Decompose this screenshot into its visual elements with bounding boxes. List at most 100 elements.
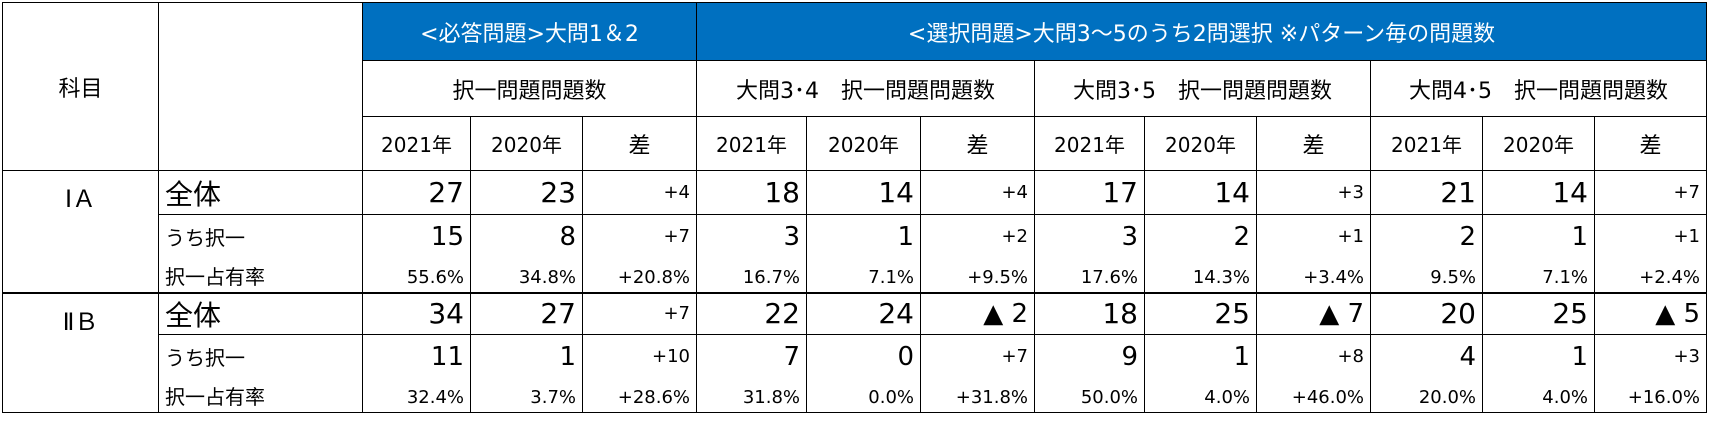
pct-cell: 4.0% (1144, 378, 1257, 413)
subject-name: ⅠＡ (2, 170, 159, 293)
diff-cell: +7 (582, 214, 697, 259)
diff-cell: +10 (582, 334, 697, 379)
row-label: うち択一 (158, 334, 363, 379)
value-cell: 25 (1144, 291, 1257, 335)
selection-section-header: <選択問題>大問3～5のうち2問選択 ※パターン毎の問題数 (696, 2, 1707, 61)
pct-cell: +31.8% (920, 378, 1035, 413)
value-cell: 1 (1482, 334, 1595, 379)
value-cell: 14 (1482, 170, 1595, 215)
table-row: ⅡＢ 全体 34 27 +7 22 24 ▲ 2 18 25 ▲ 7 20 25… (2, 291, 1707, 413)
value-cell: 21 (1370, 170, 1483, 215)
diff-cell: ▲ 7 (1256, 291, 1371, 335)
value-cell: 1 (1482, 214, 1595, 259)
subject-name: ⅡＢ (2, 291, 159, 413)
pct-cell: +28.6% (582, 378, 697, 413)
table-row: うち択一 11 1 +10 7 0 +7 9 1 +8 4 1 +3 (3, 334, 1707, 379)
pct-cell: 0.0% (806, 378, 921, 413)
diff-cell: +1 (1256, 214, 1371, 259)
value-cell: 22 (696, 291, 807, 335)
value-cell: 1 (1144, 334, 1257, 379)
pct-cell: 16.7% (696, 258, 807, 293)
diff-cell: ▲ 5 (1594, 291, 1707, 335)
value-cell: 18 (1034, 291, 1145, 335)
value-cell: 2 (1144, 214, 1257, 259)
diff-cell: +2 (920, 214, 1035, 259)
pct-cell: 14.3% (1144, 258, 1257, 293)
row-label: 択一占有率 (158, 378, 363, 413)
label-header-blank (158, 2, 363, 171)
pct-cell: +46.0% (1256, 378, 1371, 413)
pct-cell: 50.0% (1034, 378, 1145, 413)
year-header: 2021年 (362, 116, 471, 171)
value-cell: 7 (696, 334, 807, 379)
diff-cell: ▲ 2 (920, 291, 1035, 335)
value-cell: 8 (470, 214, 583, 259)
pct-cell: 4.0% (1482, 378, 1595, 413)
pct-cell: +16.0% (1594, 378, 1707, 413)
subject-header: 科目 (2, 2, 159, 171)
value-cell: 34 (362, 291, 471, 335)
value-cell: 18 (696, 170, 807, 215)
value-cell: 1 (806, 214, 921, 259)
row-label: 択一占有率 (158, 258, 363, 293)
value-cell: 2 (1370, 214, 1483, 259)
year-header: 2021年 (1370, 116, 1483, 171)
group-header-3-5: 大問3･5 択一問題問題数 (1034, 60, 1371, 117)
diff-header: 差 (582, 116, 697, 171)
row-label: 全体 (158, 170, 363, 215)
pct-cell: 55.6% (362, 258, 471, 293)
pct-cell: 9.5% (1370, 258, 1483, 293)
table-row: 択一占有率 55.6% 34.8% +20.8% 16.7% 7.1% +9.5… (3, 258, 1707, 293)
value-cell: 17 (1034, 170, 1145, 215)
pct-cell: 3.7% (470, 378, 583, 413)
pct-cell: 32.4% (362, 378, 471, 413)
value-cell: 14 (1144, 170, 1257, 215)
table-row: ⅠＡ 全体 27 23 +4 18 14 +4 17 14 +3 21 14 +… (2, 170, 1707, 293)
pct-cell: 31.8% (696, 378, 807, 413)
value-cell: 15 (362, 214, 471, 259)
pct-cell: +3.4% (1256, 258, 1371, 293)
diff-cell: +8 (1256, 334, 1371, 379)
year-header: 2020年 (1144, 116, 1257, 171)
row-label: 全体 (158, 291, 363, 335)
table-row: 択一占有率 32.4% 3.7% +28.6% 31.8% 0.0% +31.8… (3, 378, 1707, 413)
diff-cell: +7 (920, 334, 1035, 379)
diff-cell: +7 (582, 291, 697, 335)
group-header-3-4: 大問3･4 択一問題問題数 (696, 60, 1035, 117)
value-cell: 4 (1370, 334, 1483, 379)
value-cell: 0 (806, 334, 921, 379)
pct-cell: +9.5% (920, 258, 1035, 293)
value-cell: 3 (1034, 214, 1145, 259)
table-row: うち択一 15 8 +7 3 1 +2 3 2 +1 2 1 +1 (3, 214, 1707, 259)
diff-header: 差 (1256, 116, 1371, 171)
value-cell: 25 (1482, 291, 1595, 335)
year-header: 2020年 (470, 116, 583, 171)
pct-cell: 20.0% (1370, 378, 1483, 413)
year-header: 2020年 (1482, 116, 1595, 171)
required-section-header: <必答問題>大問1＆2 (362, 2, 697, 61)
value-cell: 11 (362, 334, 471, 379)
year-header: 2021年 (696, 116, 807, 171)
diff-cell: +3 (1594, 334, 1707, 379)
value-cell: 20 (1370, 291, 1483, 335)
diff-cell: +4 (582, 170, 697, 215)
diff-header: 差 (920, 116, 1035, 171)
year-header: 2021年 (1034, 116, 1145, 171)
diff-cell: +1 (1594, 214, 1707, 259)
value-cell: 27 (470, 291, 583, 335)
pct-cell: 7.1% (806, 258, 921, 293)
diff-header: 差 (1594, 116, 1707, 171)
diff-cell: +3 (1256, 170, 1371, 215)
pct-cell: +2.4% (1594, 258, 1707, 293)
value-cell: 14 (806, 170, 921, 215)
pct-cell: 7.1% (1482, 258, 1595, 293)
pct-cell: +20.8% (582, 258, 697, 293)
value-cell: 23 (470, 170, 583, 215)
row-label: うち択一 (158, 214, 363, 259)
diff-cell: +4 (920, 170, 1035, 215)
value-cell: 27 (362, 170, 471, 215)
group-header-required: 択一問題問題数 (362, 60, 697, 117)
exam-question-count-table: 科目 <必答問題>大問1＆2 <選択問題>大問3～5のうち2問選択 ※パターン毎… (2, 2, 1707, 413)
value-cell: 1 (470, 334, 583, 379)
pct-cell: 17.6% (1034, 258, 1145, 293)
